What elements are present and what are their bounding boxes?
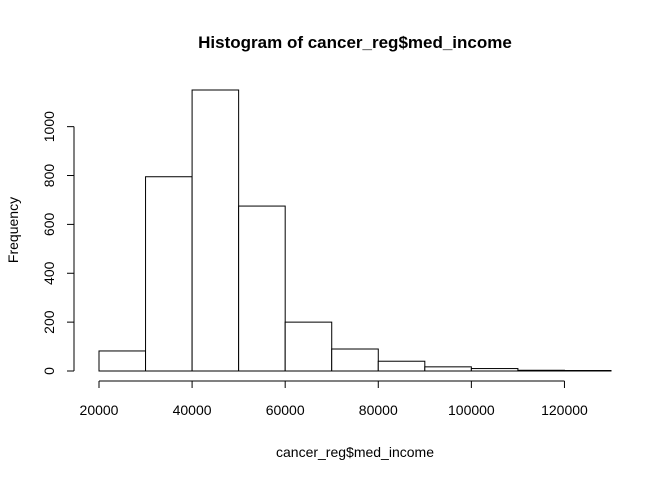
y-tick-label-1: 200	[41, 310, 57, 334]
x-tick-label-0: 20000	[80, 402, 119, 418]
y-tick-label-5: 1000	[41, 111, 57, 142]
chart-title: Histogram of cancer_reg$med_income	[198, 33, 512, 52]
y-axis-label: Frequency	[5, 197, 21, 263]
x-axis-label: cancer_reg$med_income	[276, 444, 434, 460]
histogram-bar-2	[191, 89, 240, 372]
histogram-bar-3	[238, 205, 286, 372]
y-tick-label-3: 600	[41, 212, 57, 236]
histogram-bar-1	[145, 176, 193, 372]
histogram-bar-0	[98, 350, 147, 372]
y-axis: 0 200 400 600 800 1000	[41, 111, 75, 375]
bars-group	[98, 89, 612, 372]
x-axis: 20000 40000 60000 80000 100000 120000	[80, 380, 588, 418]
x-tick-label-1: 40000	[173, 402, 212, 418]
histogram-bar-5	[331, 348, 379, 372]
histogram-bar-7	[424, 366, 472, 372]
x-tick-label-3: 80000	[359, 402, 398, 418]
y-tick-label-4: 800	[41, 164, 57, 188]
histogram-bar-4	[284, 321, 333, 372]
x-tick-label-5: 120000	[541, 402, 588, 418]
histogram-bar-9	[517, 369, 565, 372]
histogram-bar-6	[377, 360, 426, 372]
y-tick-label-2: 400	[41, 261, 57, 285]
y-tick-label-0: 0	[41, 367, 57, 375]
x-tick-label-4: 100000	[448, 402, 495, 418]
x-tick-label-2: 60000	[266, 402, 305, 418]
histogram-bar-8	[470, 368, 519, 372]
